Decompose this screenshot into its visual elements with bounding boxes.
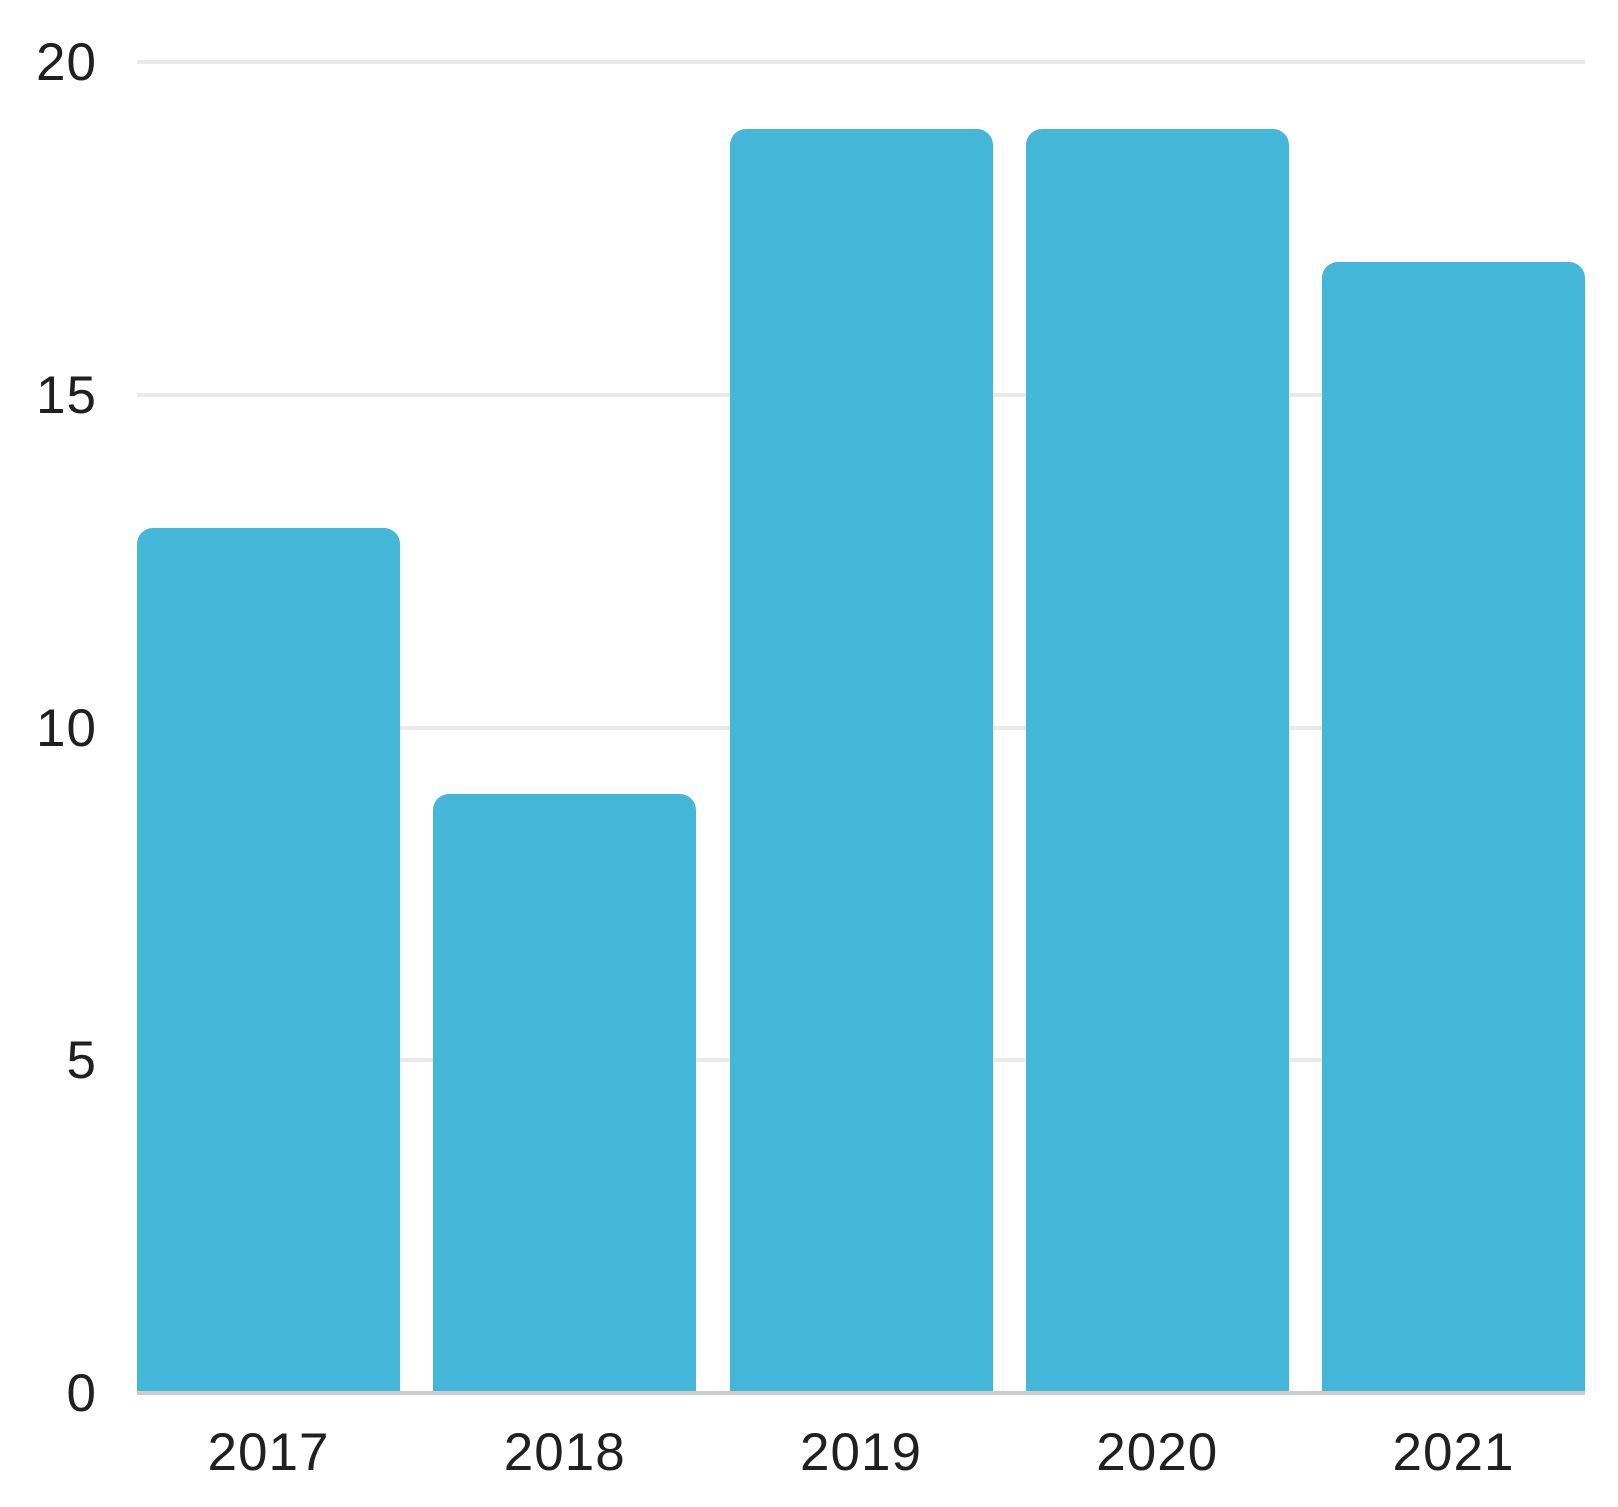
x-axis-category-label: 2019 xyxy=(800,1423,922,1482)
bar-2021 xyxy=(1322,261,1585,1393)
bar-2020 xyxy=(1025,128,1289,1393)
x-axis-category-label: 2020 xyxy=(1096,1423,1219,1482)
bar-2019 xyxy=(729,128,993,1393)
bar-2017 xyxy=(137,527,400,1393)
y-axis-tick-label: 15 xyxy=(36,365,97,425)
x-axis-category-label: 2021 xyxy=(1392,1423,1515,1482)
x-axis-category-label: 2018 xyxy=(503,1423,626,1482)
y-axis-tick-label: 5 xyxy=(66,1031,97,1091)
bar-2018 xyxy=(433,794,697,1393)
y-axis-tick-label: 10 xyxy=(36,698,97,758)
gridline xyxy=(137,60,1585,64)
plot-area xyxy=(137,60,1585,1393)
y-axis-tick-label: 0 xyxy=(66,1364,97,1423)
x-axis-baseline xyxy=(137,1391,1585,1395)
y-axis-tick-label: 20 xyxy=(36,33,97,92)
x-axis-category-label: 2017 xyxy=(207,1423,330,1482)
